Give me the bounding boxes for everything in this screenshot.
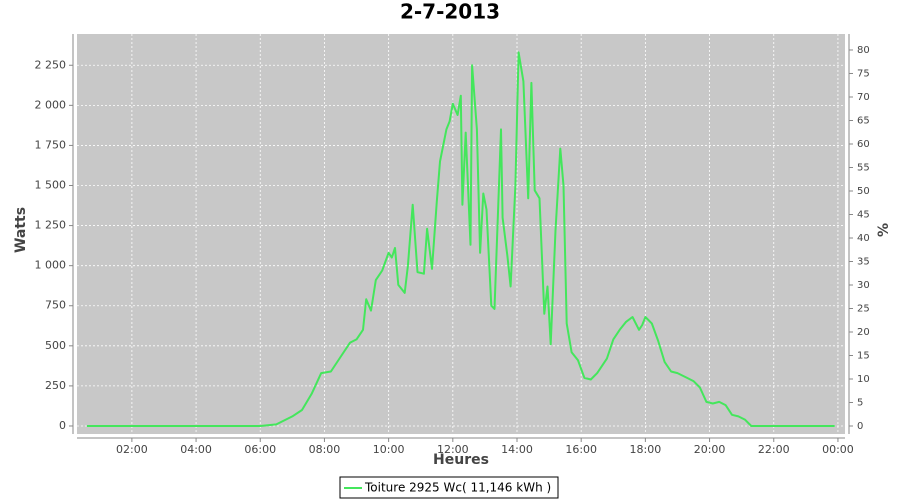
x-tick-label: 12:00 [437,443,469,456]
y2-tick-label: 80 [857,45,870,56]
y2-tick-label: 20 [857,327,870,338]
y2-tick-label: 35 [857,256,870,267]
y-tick-label: 750 [45,299,66,312]
chart-title: 2-7-2013 [400,0,500,24]
y-tick-label: 2 000 [35,98,67,111]
x-tick-label: 04:00 [180,443,212,456]
y2-axis-title: % [876,223,892,237]
y2-tick-label: 5 [857,398,863,409]
legend-box [339,476,559,499]
y2-tick-label: 65 [857,115,870,126]
y2-tick-label: 15 [857,351,870,362]
x-tick-label: 10:00 [373,443,405,456]
y-axis-title: Watts [13,207,29,253]
y-tick-label: 1 000 [35,259,67,272]
x-tick-label: 22:00 [758,443,790,456]
y2-tick-label: 30 [857,280,870,291]
x-tick-label: 16:00 [565,443,597,456]
x-tick-label: 08:00 [309,443,341,456]
y2-tick-label: 0 [857,421,863,432]
plot-area [77,34,845,434]
y2-tick-label: 50 [857,186,870,197]
legend-label: Toiture 2925 Wc( 11,146 kWh ) [364,481,551,495]
y-tick-label: 1 750 [35,138,67,151]
y2-tick-label: 10 [857,374,870,385]
x-tick-label: 20:00 [694,443,726,456]
y2-tick-label: 45 [857,209,870,220]
y2-tick-label: 55 [857,162,870,173]
y-tick-label: 1 500 [35,179,67,192]
y-tick-label: 0 [59,419,66,432]
y2-tick-label: 40 [857,233,870,244]
y-tick-label: 2 250 [35,58,67,71]
x-tick-label: 02:00 [116,443,148,456]
x-axis-title: Heures [433,452,489,468]
data-line [86,51,835,427]
x-tick-label: 18:00 [630,443,662,456]
y-tick-label: 500 [45,339,66,352]
x-tick-label: 06:00 [244,443,276,456]
x-tick-label: 14:00 [501,443,533,456]
y2-tick-label: 70 [857,92,870,103]
x-tick-label: 00:00 [822,443,854,456]
y-tick-label: 1 250 [35,219,67,232]
y2-tick-label: 60 [857,139,870,150]
y2-tick-label: 75 [857,68,870,79]
y2-tick-label: 25 [857,304,870,315]
y-tick-label: 250 [45,379,66,392]
